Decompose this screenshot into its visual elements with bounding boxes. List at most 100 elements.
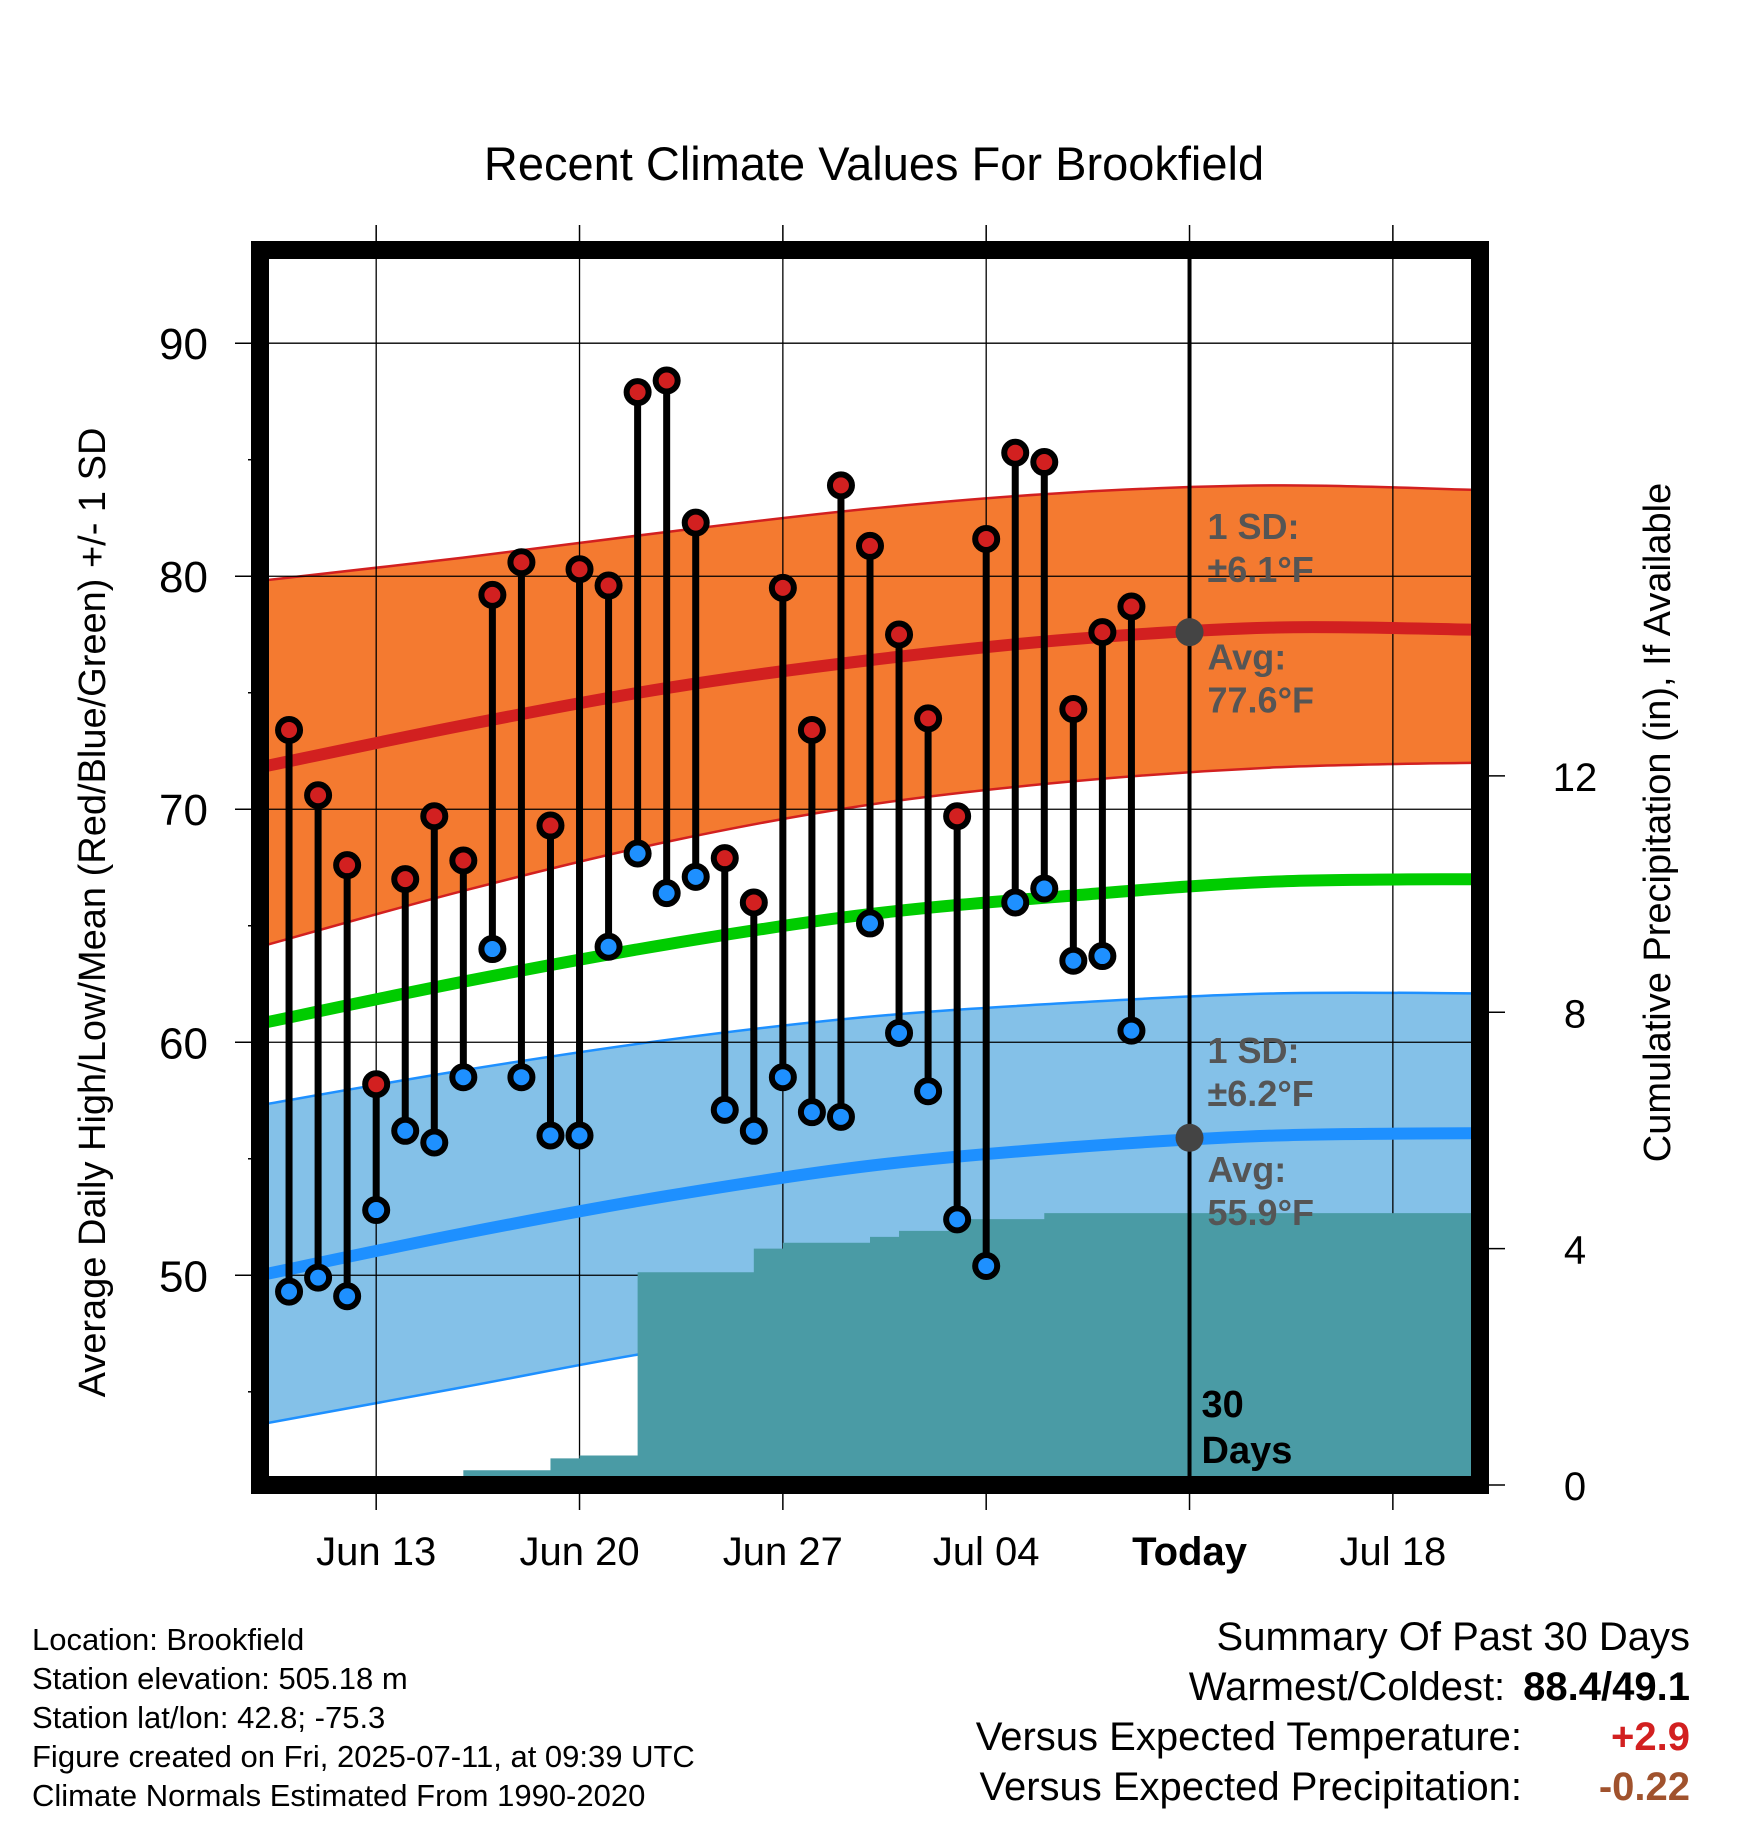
low-avg-line bbox=[260, 1127, 1480, 1282]
y-axis-title: Average Daily High/Low/Mean (Red/Blue/Gr… bbox=[72, 428, 114, 1398]
high-band-upper-edge bbox=[260, 484, 1480, 583]
high-point bbox=[1088, 618, 1117, 647]
high-point bbox=[594, 571, 623, 600]
high-avg-label-line: 77.6°F bbox=[1208, 679, 1314, 720]
chart-title: Recent Climate Values For Brookfield bbox=[484, 137, 1264, 190]
low-point bbox=[623, 839, 652, 868]
y2-tick-label: 4 bbox=[1564, 1229, 1586, 1273]
summary-panel: Summary Of Past 30 Days Warmest/Coldest:… bbox=[976, 1612, 1690, 1812]
y2-tick-label: 12 bbox=[1553, 756, 1598, 800]
today-window-label-part: Days bbox=[1202, 1430, 1293, 1472]
x-tick-label: Jun 13 bbox=[316, 1530, 436, 1574]
low-point bbox=[391, 1116, 420, 1145]
low-point bbox=[594, 932, 623, 961]
high-point bbox=[391, 865, 420, 894]
high-point bbox=[856, 531, 884, 560]
low-point bbox=[1030, 874, 1059, 903]
x-tick-label: Today bbox=[1132, 1530, 1248, 1574]
low-sd-label-line: ±6.2°F bbox=[1208, 1073, 1314, 1114]
x-tick-label: Jul 18 bbox=[1339, 1530, 1446, 1574]
low-point bbox=[710, 1095, 739, 1124]
low-point bbox=[1059, 946, 1088, 975]
climate-chart: Recent Climate Values For Brookfield 1 S… bbox=[72, 137, 1679, 1600]
low-point bbox=[856, 909, 884, 938]
y-tick-label: 80 bbox=[159, 553, 208, 602]
low-point bbox=[536, 1121, 565, 1150]
low-point bbox=[943, 1205, 972, 1234]
low-avg-label: Avg: 55.9°F bbox=[1208, 1149, 1314, 1233]
high-point bbox=[739, 888, 768, 917]
y-tick-label: 90 bbox=[159, 320, 208, 369]
high-avg-label: Avg: 77.6°F bbox=[1208, 636, 1314, 720]
low-point bbox=[449, 1063, 478, 1092]
low-point bbox=[652, 879, 681, 908]
x-tick-label: Jul 04 bbox=[933, 1530, 1040, 1574]
created-text: Figure created on Fri, 2025-07-11, at 09… bbox=[32, 1739, 695, 1774]
high-point bbox=[333, 851, 362, 880]
today-window-label: 30 Days bbox=[1202, 1384, 1293, 1472]
summary-warmest-row: Warmest/Coldest: 88.4/49.1 bbox=[976, 1662, 1690, 1712]
low-point bbox=[362, 1196, 391, 1225]
low-point bbox=[681, 862, 710, 891]
high-point bbox=[681, 508, 710, 537]
high-sd-label-line: 1 SD: bbox=[1208, 506, 1300, 547]
low-point bbox=[507, 1063, 536, 1092]
y2-axis-title: Cumulative Precipitation (in), If Availa… bbox=[1637, 483, 1679, 1162]
low-avg-label-line: Avg: bbox=[1208, 1149, 1287, 1190]
summary-temp-row: Versus Expected Temperature: +2.9 bbox=[976, 1712, 1690, 1762]
low-point bbox=[768, 1063, 797, 1092]
high-point bbox=[362, 1070, 391, 1099]
elevation-text: Station elevation: 505.18 m bbox=[32, 1661, 408, 1696]
high-point bbox=[1117, 592, 1146, 621]
x-axis-title: Day bbox=[836, 1597, 904, 1600]
low-point bbox=[565, 1121, 594, 1150]
temp-value: +2.9 bbox=[1611, 1715, 1690, 1759]
high-point bbox=[623, 378, 652, 407]
station-info: Location: Brookfield Station elevation: … bbox=[32, 1620, 695, 1815]
today-window-label-part: 30 bbox=[1202, 1384, 1244, 1426]
low-point bbox=[1088, 942, 1117, 971]
precip-label: Versus Expected Precipitation: bbox=[979, 1765, 1522, 1809]
low-point bbox=[739, 1116, 768, 1145]
high-avg-label-line: Avg: bbox=[1208, 636, 1287, 677]
high-point bbox=[710, 844, 739, 873]
normals-text: Climate Normals Estimated From 1990-2020 bbox=[32, 1778, 646, 1813]
high-point bbox=[420, 802, 449, 831]
high-point bbox=[1001, 438, 1030, 467]
high-point bbox=[304, 781, 333, 810]
high-point bbox=[885, 620, 914, 649]
low-sd-band bbox=[260, 992, 1480, 1425]
high-point bbox=[565, 555, 594, 584]
high-point bbox=[1059, 695, 1088, 724]
latlon-text: Station lat/lon: 42.8; -75.3 bbox=[32, 1700, 386, 1735]
summary-precip-row: Versus Expected Precipitation: -0.22 bbox=[976, 1762, 1690, 1812]
temp-label: Versus Expected Temperature: bbox=[975, 1715, 1522, 1759]
warmest-label: Warmest/Coldest: bbox=[1188, 1665, 1506, 1709]
high-sd-label: 1 SD: ±6.1°F bbox=[1208, 506, 1314, 590]
high-point bbox=[797, 716, 826, 745]
high-point bbox=[826, 471, 855, 500]
plot-frame bbox=[251, 241, 1489, 1494]
high-point bbox=[1030, 448, 1059, 477]
summary-title: Summary Of Past 30 Days bbox=[1216, 1615, 1690, 1659]
high-point bbox=[275, 716, 304, 745]
low-point bbox=[1001, 888, 1030, 917]
warmest-value: 88.4/49.1 bbox=[1523, 1665, 1690, 1709]
low-point bbox=[304, 1263, 333, 1292]
location-text: Location: Brookfield bbox=[32, 1622, 305, 1657]
low-point bbox=[478, 935, 507, 964]
low-point bbox=[333, 1282, 362, 1311]
today-high-avg-dot bbox=[1175, 618, 1204, 647]
y-tick-label: 50 bbox=[159, 1252, 208, 1301]
high-point bbox=[478, 580, 507, 609]
high-point bbox=[768, 573, 797, 602]
high-point bbox=[652, 366, 681, 395]
x-tick-label: Jun 20 bbox=[519, 1530, 639, 1574]
low-point bbox=[420, 1128, 449, 1157]
low-sd-label: 1 SD: ±6.2°F bbox=[1208, 1030, 1314, 1114]
precip-value: -0.22 bbox=[1598, 1765, 1690, 1809]
high-point bbox=[943, 802, 972, 831]
y2-tick-label: 8 bbox=[1564, 992, 1586, 1036]
x-tick-label: Jun 27 bbox=[723, 1530, 843, 1574]
low-point bbox=[797, 1098, 826, 1127]
